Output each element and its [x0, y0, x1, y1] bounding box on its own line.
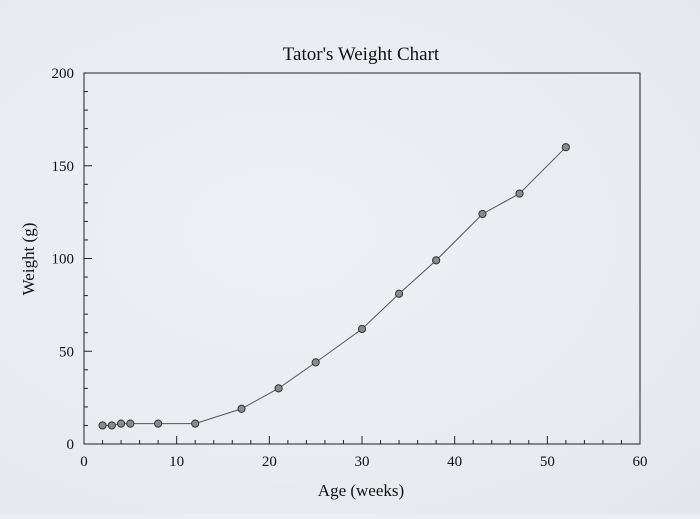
- y-tick-label: 150: [52, 159, 75, 175]
- series-line: [102, 146, 567, 426]
- data-point: [191, 419, 200, 428]
- y-tick-label: 0: [67, 437, 75, 453]
- x-axis-ticks: 0 10 20 30 40 50 60: [80, 436, 648, 470]
- x-tick-label: 20: [262, 454, 277, 470]
- series-lines: [102, 146, 567, 426]
- data-point: [237, 404, 246, 413]
- data-point: [154, 419, 163, 428]
- data-point: [561, 143, 570, 152]
- x-tick-label: 40: [447, 454, 462, 470]
- data-point: [394, 289, 404, 298]
- data-point: [126, 419, 135, 428]
- data-point: [116, 419, 126, 428]
- data-point: [98, 421, 107, 430]
- y-axis-label: Weight (g): [19, 223, 38, 296]
- x-axis-label: Age (weeks): [318, 481, 404, 500]
- data-point: [311, 358, 320, 367]
- y-axis-ticks: 0 50 100 150 200: [52, 66, 92, 453]
- x-tick-label: 30: [355, 454, 370, 470]
- data-point: [478, 209, 487, 219]
- x-tick-label: 0: [80, 454, 88, 470]
- x-tick-label: 10: [169, 454, 184, 470]
- data-point: [357, 324, 367, 334]
- series-points: [98, 143, 570, 430]
- y-tick-label: 200: [52, 66, 75, 82]
- plot-area-frame: [83, 72, 641, 445]
- y-tick-label: 100: [52, 252, 75, 268]
- data-point: [107, 421, 116, 430]
- y-tick-label: 50: [59, 344, 74, 360]
- x-tick-label: 60: [633, 454, 648, 470]
- chart-title: Tator's Weight Chart: [283, 44, 440, 65]
- x-tick-label: 50: [540, 454, 555, 470]
- data-point: [432, 256, 441, 265]
- data-point: [274, 384, 283, 393]
- data-point: [515, 189, 524, 198]
